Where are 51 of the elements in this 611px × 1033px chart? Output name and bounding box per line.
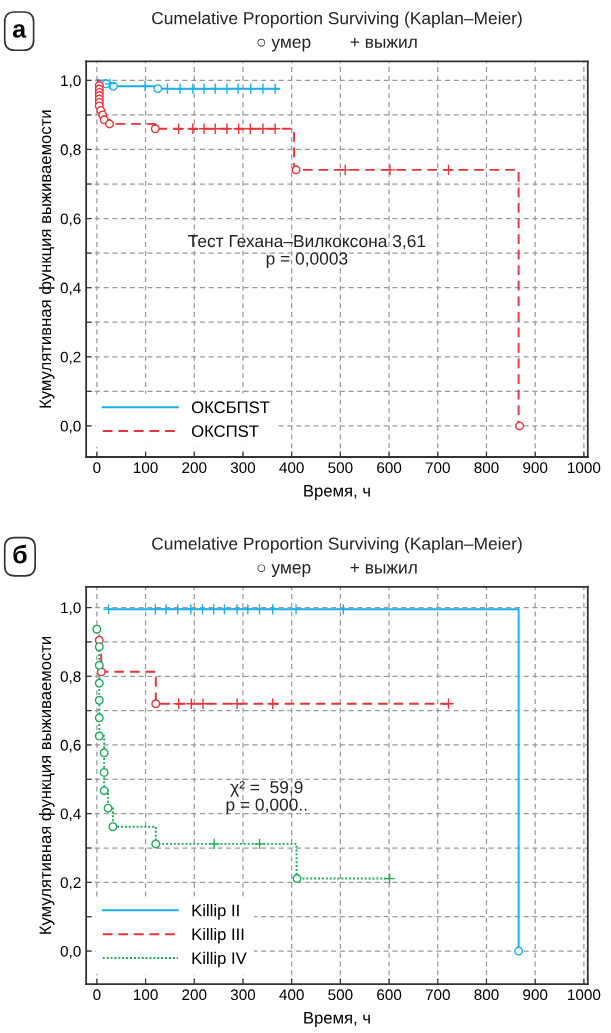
y-tick-label: 0,2 — [60, 877, 81, 890]
x-axis-title: Время, ч — [304, 485, 370, 500]
y-tick-label: 0,8 — [60, 671, 81, 684]
y-tick-label: 0,6 — [60, 739, 81, 753]
x-tick-label: 1000 — [568, 462, 601, 474]
x-tick-label: 0 — [93, 989, 101, 1001]
y-tick-label: 0,8 — [60, 144, 81, 157]
x-tick-label: 400 — [279, 462, 304, 474]
y-tick-label: 0,0 — [60, 945, 81, 959]
y-tick-label: 0,4 — [60, 282, 81, 296]
y-tick-label: 0,0 — [60, 420, 81, 434]
x-tick-label: 1000 — [568, 989, 601, 1001]
legend-label: Killip III — [192, 927, 244, 944]
x-tick-label: 700 — [425, 989, 450, 1001]
legend-label: Killip IV — [192, 951, 247, 968]
x-tick-label: 400 — [279, 989, 304, 1001]
y-tick-label: 1,0 — [61, 75, 81, 88]
x-tick-label: 600 — [377, 462, 402, 474]
legend-label: Killip II — [192, 904, 239, 920]
legend-label: ОКСБПST — [191, 401, 270, 414]
x-tick-label: 900 — [523, 462, 548, 474]
x-tick-label: 300 — [230, 462, 256, 474]
annotation: χ² = 59,9 p = 0,000.. — [226, 781, 307, 815]
chart-title: Cumelative Proportion Surviving (Kaplan–Meier) — [152, 537, 522, 554]
x-tick-label: 200 — [182, 989, 207, 1001]
x-tick-label: 800 — [474, 989, 499, 1001]
y-tick-label: 0,2 — [60, 351, 81, 365]
x-tick-label: 900 — [523, 989, 548, 1001]
y-tick-label: 0,6 — [60, 213, 81, 227]
chart-title: Cumelative Proportion Surviving (Kaplan–Meier) — [152, 11, 522, 28]
y-axis-title: Кумулятивная функция выживаемости — [38, 636, 55, 934]
chart-subtitle: ○ умер + выжил — [257, 563, 417, 578]
x-tick-label: 300 — [230, 989, 256, 1001]
x-tick-label: 800 — [474, 462, 499, 474]
legend-label: ОКСПST — [191, 425, 259, 438]
chart-subtitle: ○ умер + выжил — [257, 37, 417, 52]
x-tick-label: 500 — [328, 989, 353, 1001]
y-tick-label: 0,4 — [60, 808, 81, 822]
x-tick-label: 100 — [133, 462, 158, 474]
x-tick-label: 200 — [182, 462, 207, 474]
y-axis-title: Кумулятивная функция выживаемости — [38, 110, 55, 408]
x-axis-title: Время, ч — [304, 1012, 370, 1028]
x-tick-label: 500 — [328, 462, 353, 474]
text: б — [13, 544, 27, 564]
x-tick-label: 0 — [93, 462, 101, 474]
text: а — [12, 24, 27, 38]
x-tick-label: 600 — [377, 989, 402, 1001]
annotation: Тест Гехана–Вилкоксона 3,61 p = 0,0003 — [188, 234, 426, 269]
x-tick-label: 700 — [425, 462, 450, 474]
y-tick-label: 1,0 — [61, 602, 81, 616]
x-tick-label: 100 — [133, 989, 158, 1001]
